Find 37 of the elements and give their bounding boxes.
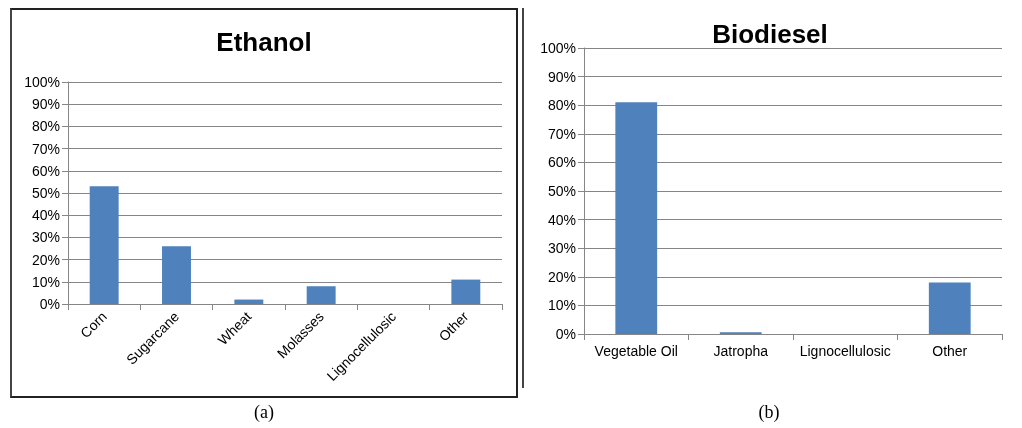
y-tick-label: 80% <box>31 118 60 135</box>
bar <box>234 299 264 304</box>
y-tick-label: 100% <box>540 40 576 56</box>
y-tick-label: 10% <box>31 273 60 290</box>
y-tick-label: 50% <box>547 183 576 199</box>
y-tick-label: 60% <box>31 162 60 179</box>
x-tick-label: Jatropha <box>713 343 769 359</box>
text: (b) <box>757 402 781 423</box>
x-tick-label: Vegetable Oil <box>594 343 678 359</box>
y-tick-label: 20% <box>547 268 576 285</box>
y-tick-label: 30% <box>547 240 576 257</box>
bar <box>928 282 971 334</box>
y-tick-label: 90% <box>547 68 576 85</box>
y-tick-label: 0% <box>39 296 60 312</box>
y-tick-label: 80% <box>547 97 576 114</box>
bar <box>89 186 119 304</box>
chart-title: Ethanol <box>216 27 312 57</box>
bar <box>615 102 658 334</box>
bar <box>162 246 191 304</box>
y-tick-label: 90% <box>31 96 60 113</box>
x-tick-label: Lignocellulosic <box>799 343 891 359</box>
x-tick-label: Other <box>932 343 968 359</box>
bar <box>451 279 481 304</box>
y-tick-label: 30% <box>31 229 60 246</box>
y-tick-label: 20% <box>31 251 60 268</box>
y-tick-label: 0% <box>555 326 576 342</box>
chart-title: Biodiesel <box>712 19 828 49</box>
text: (a) <box>253 402 275 423</box>
y-tick-label: 10% <box>547 297 576 314</box>
bar <box>306 286 336 304</box>
y-tick-label: 50% <box>31 185 60 201</box>
y-tick-label: 40% <box>547 211 576 228</box>
y-tick-label: 40% <box>31 207 60 224</box>
y-tick-label: 100% <box>24 74 60 90</box>
y-tick-label: 70% <box>31 140 60 157</box>
y-tick-label: 60% <box>547 154 576 171</box>
y-tick-label: 70% <box>547 125 576 142</box>
